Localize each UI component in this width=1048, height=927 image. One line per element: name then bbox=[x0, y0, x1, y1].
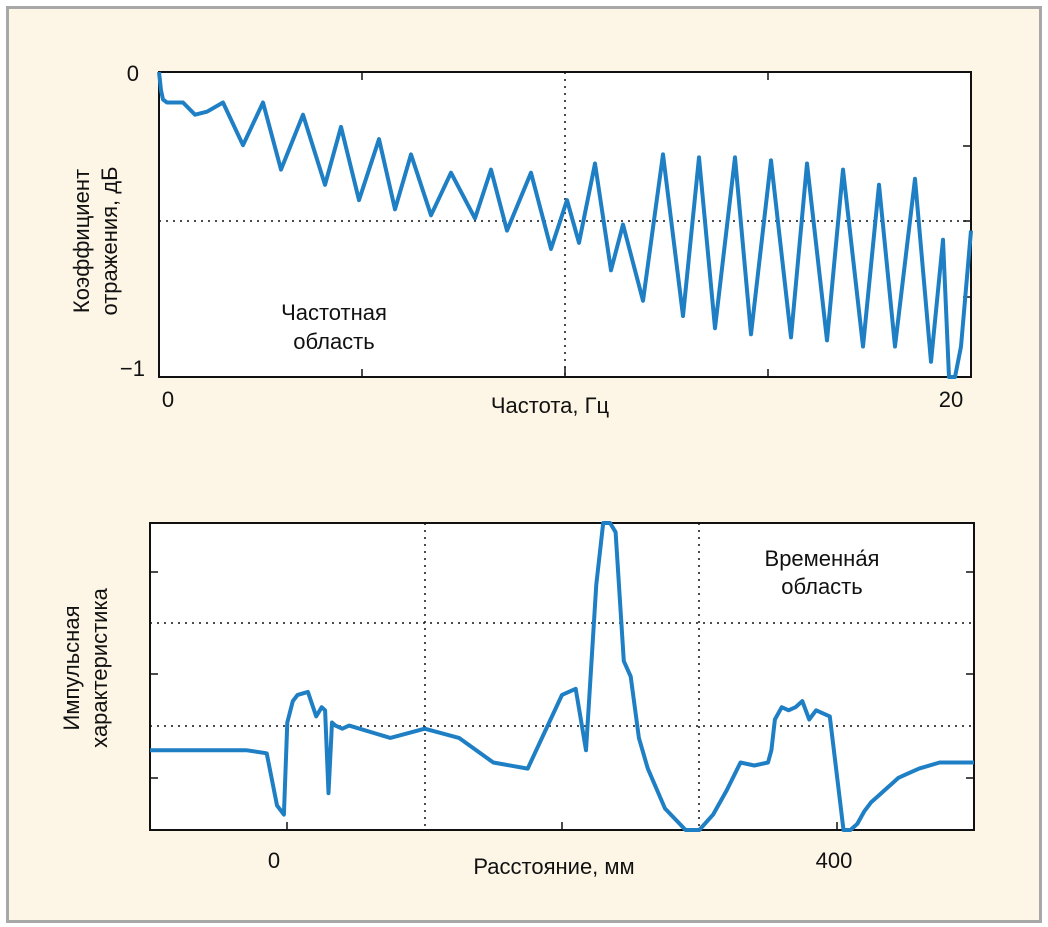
bottom-chart: 0 400 Расстояние, мм Временна́я область … bbox=[59, 521, 975, 879]
figure-svg: 0 −1 0 20 Частота, Гц Частотная область … bbox=[59, 61, 975, 879]
bottom-y-axis-label-line2: характеристика bbox=[87, 587, 112, 747]
bottom-x-tick-label-left: 0 bbox=[268, 848, 280, 873]
bottom-y-axis-label-line1: Импульсная bbox=[59, 606, 84, 731]
top-annotation-line2: область bbox=[293, 329, 374, 354]
top-x-tick-label-right: 20 bbox=[939, 387, 963, 412]
top-x-tick-label-left: 0 bbox=[162, 387, 174, 412]
top-annotation-line1: Частотная bbox=[281, 300, 387, 325]
top-y-axis-label-line2: отражения, дБ bbox=[97, 166, 122, 315]
bottom-annotation-line2: область bbox=[781, 574, 862, 599]
bottom-annotation-line1: Временна́я bbox=[765, 546, 880, 571]
bottom-x-axis-label: Расстояние, мм bbox=[473, 854, 634, 879]
figure-panel: 0 −1 0 20 Частота, Гц Частотная область … bbox=[6, 6, 1042, 923]
top-y-tick-label-top: 0 bbox=[127, 61, 139, 86]
bottom-series-line bbox=[150, 521, 974, 832]
top-series-line bbox=[157, 71, 973, 379]
bottom-x-tick-label-right: 400 bbox=[816, 848, 853, 873]
top-y-axis-label-line1: Коэффициент bbox=[69, 169, 94, 313]
top-chart: 0 −1 0 20 Частота, Гц Частотная область … bbox=[69, 61, 973, 418]
top-y-tick-label-bottom: −1 bbox=[120, 356, 145, 381]
top-x-axis-label: Частота, Гц bbox=[491, 393, 610, 418]
